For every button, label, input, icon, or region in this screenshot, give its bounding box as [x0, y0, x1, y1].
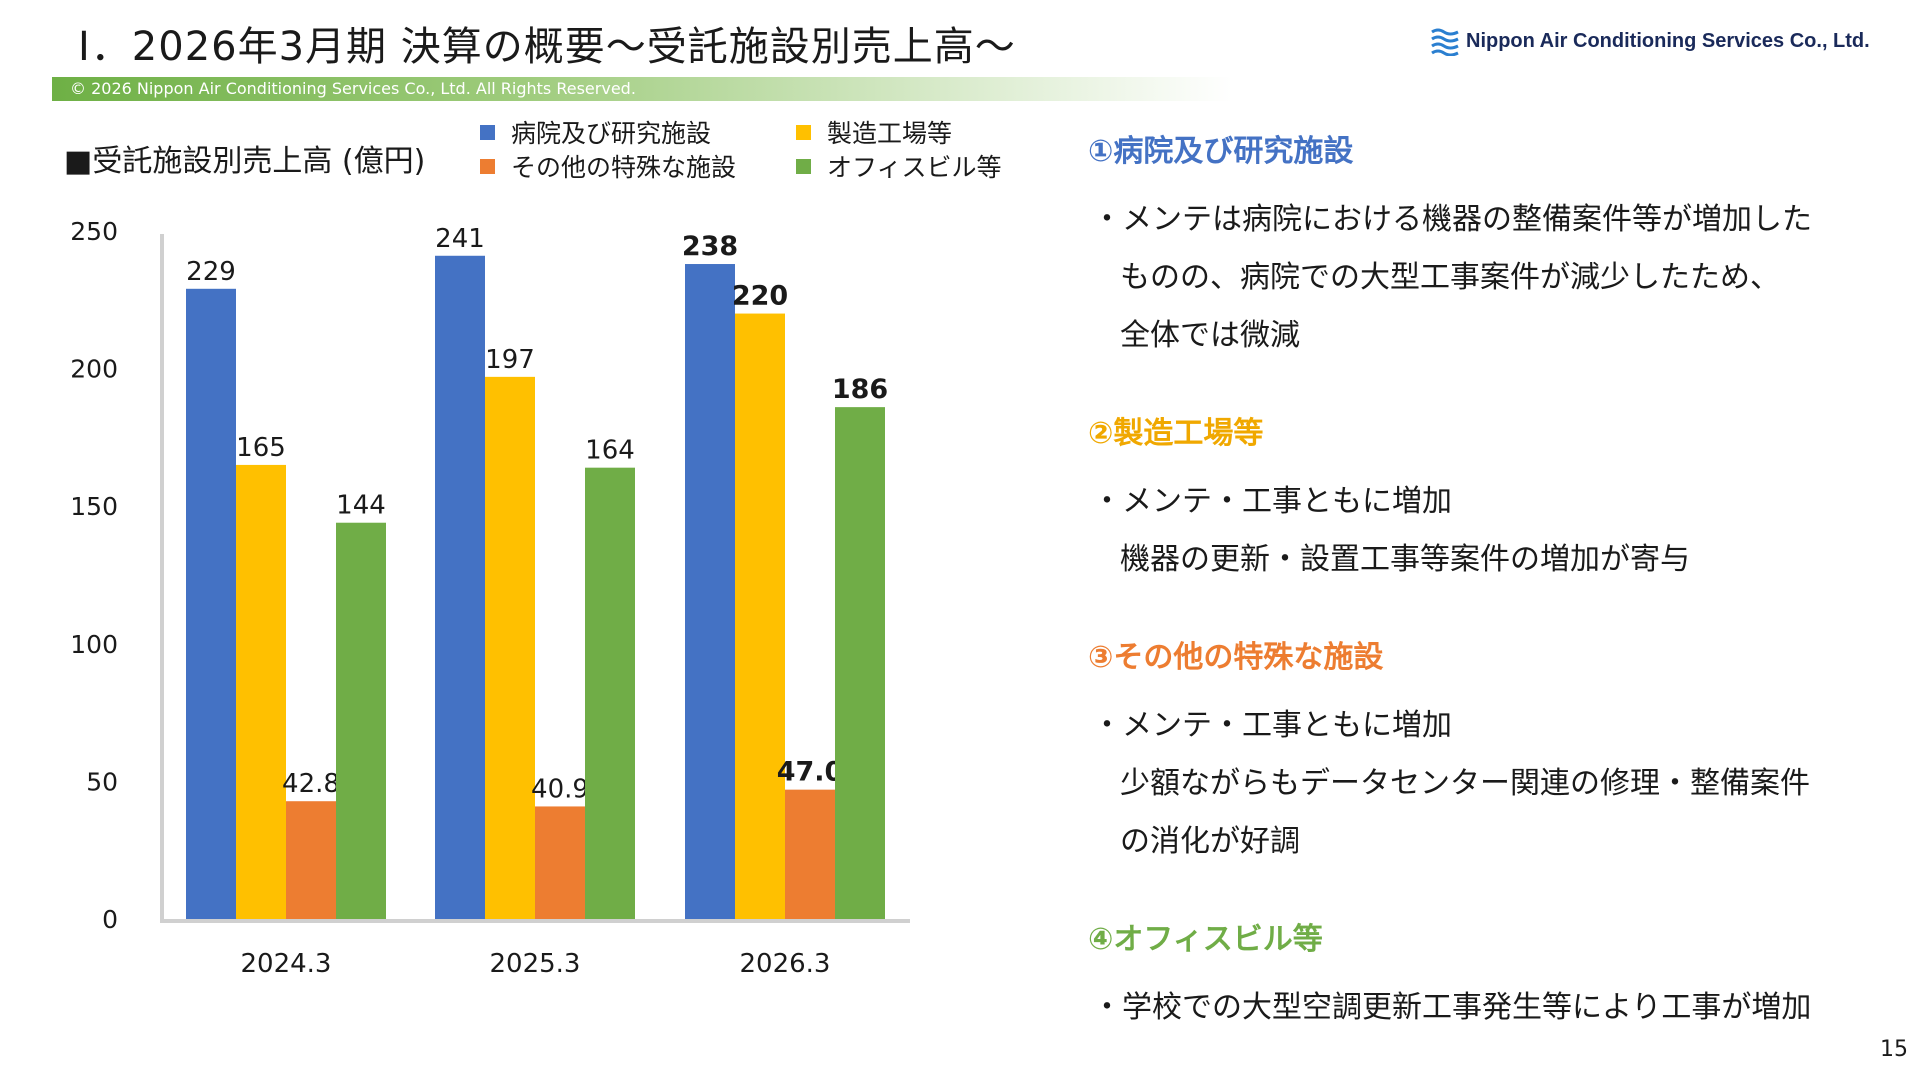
data-label: 164: [585, 436, 635, 466]
bar: [685, 264, 735, 919]
comment-line: 機器の更新・設置工事等案件の増加が寄与: [1120, 542, 1690, 577]
bar: [286, 801, 336, 919]
legend-swatch: [480, 158, 495, 174]
legend-label: その他の特殊な施設: [511, 153, 737, 182]
legend-label: 病院及び研究施設: [511, 119, 712, 148]
y-tick-label: 200: [70, 355, 118, 384]
bar: [186, 288, 236, 919]
bar: [585, 467, 635, 919]
y-tick-label: 100: [70, 630, 118, 659]
comment-line: 全体では微減: [1120, 318, 1300, 353]
comment-line: ・メンテ・工事ともに増加: [1092, 708, 1452, 743]
y-tick-label: 250: [70, 217, 118, 246]
comment-line: ・メンテ・工事ともに増加: [1092, 484, 1452, 519]
section-heading-special: ③その他の特殊な施設: [1088, 640, 1384, 675]
legend-label: 製造工場等: [827, 119, 953, 148]
section-heading-hospital: ①病院及び研究施設: [1088, 134, 1354, 169]
legend-item-office: オフィスビル等: [796, 148, 1002, 184]
bar: [236, 464, 286, 919]
comment-line: ・メンテは病院における機器の整備案件等が増加した: [1092, 202, 1812, 237]
data-label: 238: [682, 231, 738, 262]
data-label: 241: [435, 224, 485, 254]
legend-item-hospital: 病院及び研究施設: [480, 114, 711, 150]
data-label: 197: [485, 345, 535, 375]
comment-line: ものの、病院での大型工事案件が減少したため、: [1120, 260, 1780, 295]
bar: [835, 407, 885, 919]
legend-item-factory: 製造工場等: [796, 114, 952, 150]
page-title: Ⅰ．2026年3月期 決算の概要～受託施設別売上高～: [78, 24, 1016, 70]
legend-item-special: その他の特殊な施設: [480, 148, 736, 184]
section-heading-office: ④オフィスビル等: [1088, 922, 1323, 957]
bar: [535, 806, 585, 919]
chart-legend: 病院及び研究施設 製造工場等 その他の特殊な施設 オフィスビル等: [480, 114, 1040, 184]
data-label: 47.0: [777, 757, 844, 788]
x-tick-label: 2026.3: [740, 949, 831, 979]
data-label: 229: [186, 257, 236, 287]
waves-icon: [1431, 28, 1459, 56]
company-logo: Nippon Air Conditioning Services Co., Lt…: [1430, 26, 1870, 56]
bar: [735, 313, 785, 919]
header-band: [52, 77, 1232, 101]
comment-line: ・学校での大型空調更新工事発生等により工事が増加: [1092, 990, 1812, 1025]
x-tick-label: 2024.3: [241, 949, 332, 979]
data-label: 186: [832, 374, 888, 405]
data-label: 220: [732, 281, 788, 312]
x-tick-label: 2025.3: [490, 949, 581, 979]
data-label: 40.9: [531, 774, 589, 804]
bar: [336, 522, 386, 919]
bar: [435, 255, 485, 919]
page-number: 15: [1880, 1037, 1908, 1062]
data-label: 42.8: [282, 769, 340, 799]
legend-swatch: [796, 124, 811, 140]
y-tick-label: 0: [102, 905, 118, 934]
y-tick-label: 50: [86, 767, 118, 796]
copyright-text: © 2026 Nippon Air Conditioning Services …: [70, 79, 636, 98]
chart-title: ■受託施設別売上高 (億円): [64, 144, 426, 179]
data-label: 165: [236, 433, 286, 463]
bar: [785, 789, 835, 919]
comment-line: 少額ながらもデータセンター関連の修理・整備案件: [1120, 766, 1810, 801]
bar: [485, 376, 535, 919]
data-label: 144: [336, 491, 386, 521]
comment-line: の消化が好調: [1120, 824, 1300, 859]
y-tick-label: 150: [70, 492, 118, 521]
section-heading-factory: ②製造工場等: [1088, 416, 1264, 451]
bar-chart: 0 50 100 150 200 250 229 165 42.8 144 2024.3 241 197…: [70, 217, 910, 979]
legend-swatch: [796, 158, 811, 174]
legend-label: オフィスビル等: [827, 153, 1002, 182]
company-name: Nippon Air Conditioning Services Co., Lt…: [1466, 29, 1870, 52]
legend-swatch: [480, 124, 495, 140]
